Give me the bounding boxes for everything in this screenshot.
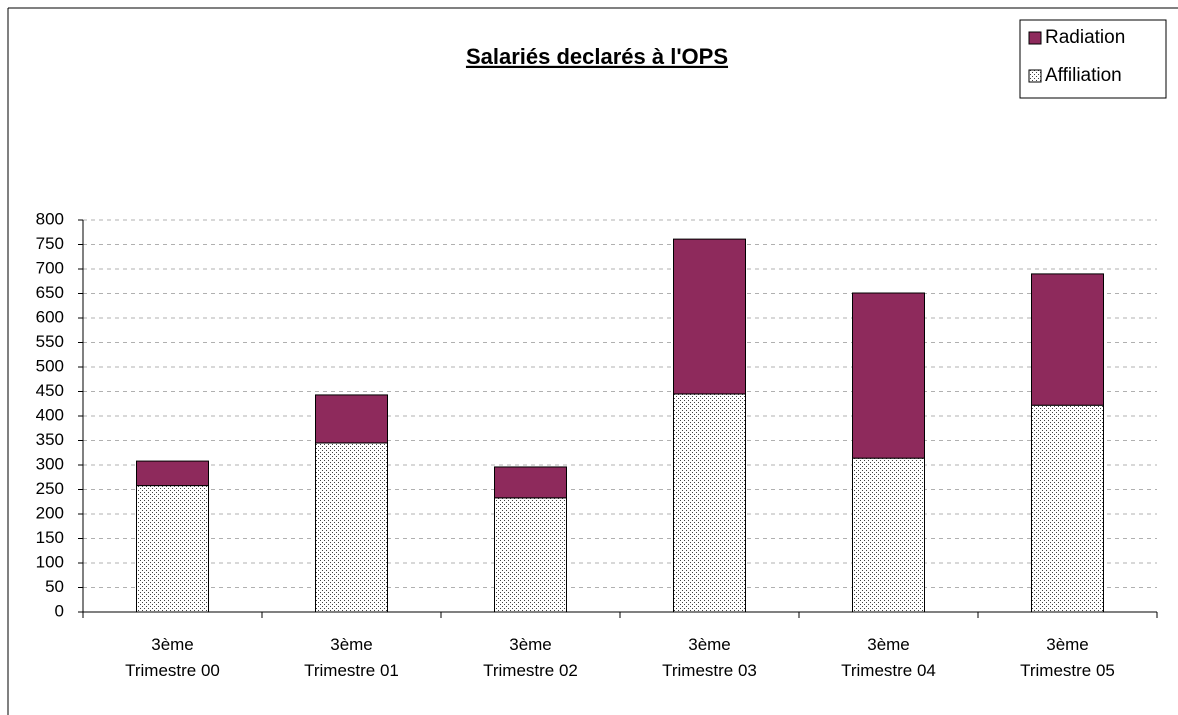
x-tick-line: 3ème [688,635,731,654]
y-tick-label: 500 [36,356,64,375]
legend-label: Affiliation [1045,65,1122,86]
y-tick-label: 750 [36,234,64,253]
bar-segment [673,393,746,613]
x-tick-label: 3ème Trimestre 00 [125,635,220,680]
x-tick-line: 3ème [509,635,552,654]
y-tick-label: 350 [36,430,64,449]
bar-segment [136,460,209,487]
bar-segment [315,394,388,444]
x-tick-line: Trimestre 02 [483,661,578,680]
y-tick-label: 400 [36,405,64,424]
bar-segment [1031,273,1104,406]
bar-segment [494,466,567,499]
bar-segment [494,497,567,613]
x-tick-line: Trimestre 03 [662,661,757,680]
bar-segment [315,442,388,613]
y-tick-label: 150 [36,528,64,547]
bar-segment [673,238,746,395]
bar-segment [136,485,209,613]
y-tick-label: 450 [36,381,64,400]
chart-title: Salariés declarés à l'OPS [466,44,728,69]
x-tick-line: 3ème [1046,635,1089,654]
x-tick-line: Trimestre 05 [1020,661,1115,680]
y-tick-label: 650 [36,283,64,302]
legend-swatch [1028,69,1042,83]
x-tick-label: 3ème Trimestre 02 [483,635,578,680]
x-tick-line: 3ème [330,635,373,654]
y-tick-label: 100 [36,552,64,571]
x-tick-label: 3ème Trimestre 03 [662,635,757,680]
y-tick-label: 700 [36,258,64,277]
x-tick-line: 3ème [867,635,910,654]
y-tick-label: 550 [36,332,64,351]
y-tick-label: 300 [36,454,64,473]
x-tick-line: 3ème [151,635,194,654]
legend-label: Radiation [1045,27,1125,48]
bar-segment [852,292,925,459]
bar-segment [852,457,925,613]
y-tick-label: 600 [36,307,64,326]
x-tick-label: 3ème Trimestre 01 [304,635,399,680]
legend [1019,19,1167,99]
x-tick-line: Trimestre 04 [841,661,936,680]
x-tick-line: Trimestre 00 [125,661,220,680]
x-tick-label: 3ème Trimestre 05 [1020,635,1115,680]
x-tick-label: 3ème Trimestre 04 [841,635,936,680]
y-tick-label: 200 [36,503,64,522]
y-tick-label: 0 [55,601,64,620]
legend-swatch [1028,31,1042,45]
y-tick-label: 250 [36,479,64,498]
bar-segment [1031,404,1104,613]
y-tick-label: 50 [45,577,64,596]
x-tick-line: Trimestre 01 [304,661,399,680]
y-tick-label: 800 [36,209,64,228]
